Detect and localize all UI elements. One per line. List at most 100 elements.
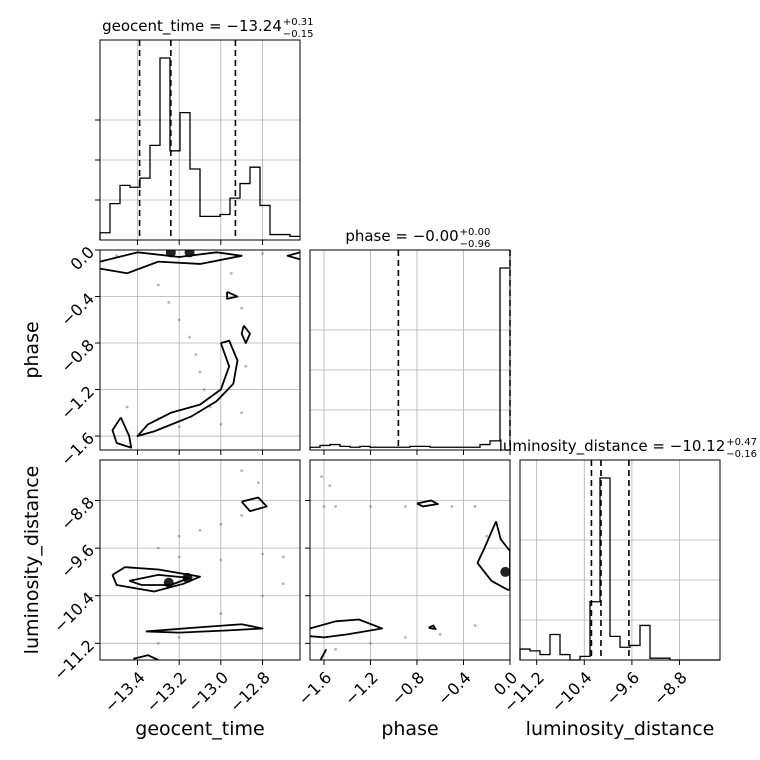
sample-point [256,481,260,485]
y-tick-label: −0.4 [57,289,98,330]
sample-point [369,641,372,645]
y-tick-label: −1.2 [57,382,98,423]
grid-0-1 [100,249,300,450]
y-tick-label: −9.6 [57,541,98,582]
grid-2-2 [520,460,720,660]
sample-point [177,318,181,322]
histogram-luminosity_distance [519,477,720,661]
title-minus: −0.16 [726,449,757,460]
title-geocent_time: geocent_time = −13.24 +0.31−0.15 [102,17,313,40]
title-phase: phase = −0.00 +0.00−0.96 [345,227,490,250]
sample-point [202,388,206,391]
contour-line [128,573,191,586]
sample-point [281,555,285,559]
sample-point [320,475,324,479]
title-text: luminosity_distance = −10.12 [499,437,726,456]
x-tick-label: −9.6 [602,668,643,709]
x-tick-label: −0.8 [387,668,428,709]
sample-point [240,306,244,310]
sample-point [438,633,442,636]
sample-point [261,252,264,255]
contour-line [133,654,159,660]
sample-point [281,582,285,586]
title-plus: +0.31 [283,17,314,28]
sample-point [229,271,233,275]
x-axis-label-luminosity_distance: luminosity_distance [526,718,715,740]
sample-point [473,505,477,508]
sample-point [177,635,181,639]
y-tick-label: 0.0 [67,243,98,274]
y-tick-label: −0.8 [57,336,98,377]
sample-point [450,505,454,508]
panel-frame [519,459,721,661]
sample-point [369,505,372,508]
y-tick-label: −1.6 [57,429,98,470]
x-tick-label: −1.6 [294,668,335,709]
panel-frame [309,459,511,661]
density-phase-luminosity_distance [310,475,510,660]
x-tick-label: −12.8 [226,668,274,716]
sample-point [334,647,337,651]
sample-point [194,353,198,357]
contour-line [111,566,201,593]
contour-line [428,624,437,630]
sample-point [244,364,248,368]
grid-0-2 [100,460,300,660]
sample-point [177,534,181,538]
x-tick-label: −13.0 [184,668,232,716]
x-axis-label-geocent_time: geocent_time [135,718,264,740]
y-tick-label: −10.4 [50,588,98,636]
sample-point [156,546,160,550]
contour-line [111,416,133,449]
panel-frame [99,39,301,241]
x-tick-label: −8.8 [650,668,691,709]
sample-point [261,594,264,598]
title-text: phase = −0.00 [345,227,458,245]
sample-point [473,624,477,627]
title-minus: −0.96 [460,239,491,250]
y-tick-label: −11.2 [50,636,98,684]
sample-point [219,522,223,526]
sample-point [485,534,489,538]
contour-line [136,339,239,437]
x-tick-label: −10.4 [547,668,595,716]
panel-frame [99,249,301,451]
contour-line [286,251,300,261]
contour-line [240,325,251,344]
histogram-phase [309,267,510,450]
histogram-geocent_time [99,57,300,240]
y-tick-label: −8.8 [57,493,98,534]
density-geocent_time-phase [100,250,300,449]
sample-point [322,505,326,508]
density-peak [500,566,510,577]
x-tick-label: −13.2 [142,668,190,716]
sample-point [177,555,181,559]
grid-1-1 [310,250,511,450]
sample-point [240,469,244,473]
sample-point [240,513,244,517]
sample-point [403,635,407,639]
sample-point [156,641,160,645]
panel-frame [99,459,301,661]
sample-point [198,528,202,532]
contour-line [319,648,328,660]
grid-1-2 [310,460,511,660]
sample-point [240,411,244,415]
sample-point [219,612,223,615]
sample-point [219,423,223,426]
sample-point [125,405,129,409]
sample-point [188,335,191,339]
x-tick-label: −13.4 [101,668,149,716]
sample-point [156,283,160,287]
title-plus: +0.47 [726,437,757,448]
panel-frame [309,249,511,451]
density-geocent_time-luminosity_distance [111,469,285,660]
sample-point [328,484,332,487]
contour-line [310,618,383,639]
contour-line [145,623,264,634]
contour-line [476,520,510,591]
sample-point [403,505,407,508]
title-luminosity_distance: luminosity_distance = −10.12 +0.47−0.16 [499,437,757,460]
x-tick-label: −1.2 [341,668,382,709]
